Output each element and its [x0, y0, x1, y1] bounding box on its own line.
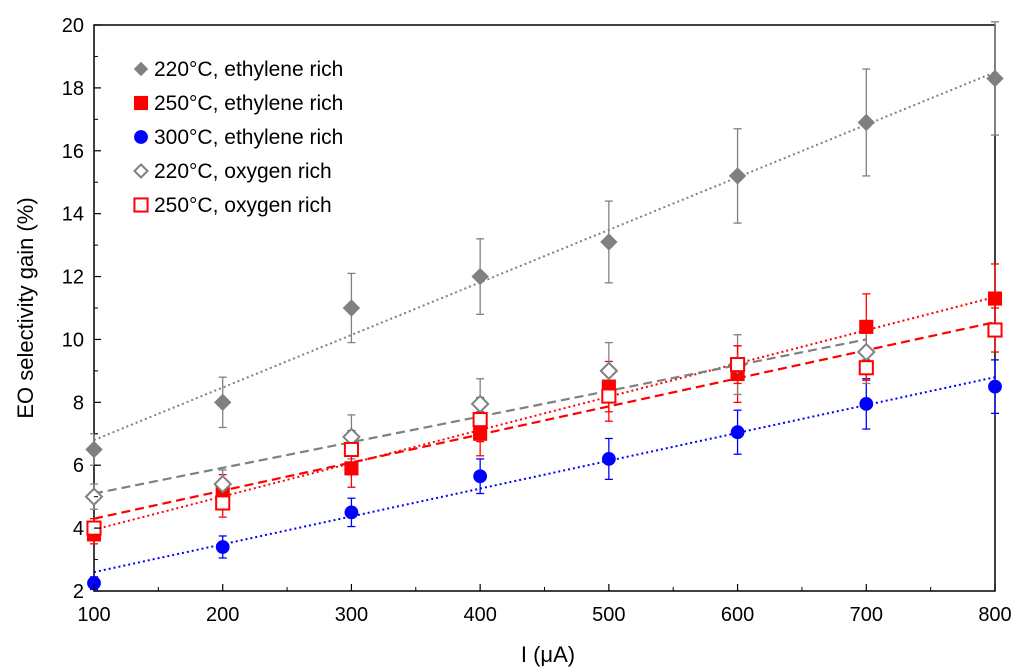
data-point [987, 322, 1003, 338]
data-point [730, 425, 745, 440]
data-point [601, 388, 617, 404]
x-tick-label: 800 [978, 604, 1011, 626]
y-axis-title: EO selectivity gain (%) [13, 197, 38, 418]
y-tick-label: 8 [73, 392, 84, 414]
x-tick-label: 300 [335, 604, 368, 626]
legend-label: 220°C, ethylene rich [154, 58, 343, 81]
data-point [730, 357, 746, 373]
trendline [93, 71, 996, 441]
legend-marker [133, 197, 149, 213]
x-axis-ticks: 100 200 300 400 500 600 700 800 [77, 584, 1012, 626]
x-tick-label: 500 [592, 604, 625, 626]
data-point [858, 360, 874, 376]
y-tick-label: 2 [73, 581, 84, 603]
data-point [857, 113, 875, 132]
legend-marker [133, 61, 149, 77]
x-axis-title: I (μA) [521, 642, 575, 667]
data-point [600, 233, 618, 251]
data-point [988, 379, 1002, 394]
y-tick-label: 14 [62, 204, 84, 226]
legend-marker [133, 163, 149, 179]
data-markers [84, 69, 1004, 591]
data-point [472, 412, 488, 428]
x-tick-label: 600 [721, 604, 754, 626]
y-tick-label: 12 [62, 267, 84, 289]
data-point [213, 474, 233, 494]
legend-label: 250°C, ethylene rich [154, 92, 343, 115]
y-tick-label: 16 [62, 141, 84, 163]
data-point [471, 267, 489, 286]
y-tick-label: 10 [62, 329, 84, 351]
data-point [344, 461, 359, 476]
data-point [601, 452, 616, 466]
legend-label: 250°C, oxygen rich [154, 194, 332, 217]
x-tick-label: 400 [463, 604, 496, 626]
data-point [987, 291, 1003, 306]
trendline [93, 376, 996, 574]
data-point [215, 495, 231, 511]
legend-label: 300°C, ethylene rich [154, 126, 343, 149]
y-tick-label: 20 [62, 15, 84, 37]
x-tick-label: 700 [850, 604, 883, 626]
data-point [343, 441, 359, 458]
y-tick-label: 18 [62, 78, 84, 100]
y-tick-label: 6 [73, 455, 84, 477]
data-point [344, 505, 359, 520]
data-point [599, 361, 619, 381]
data-point [986, 69, 1004, 88]
data-point [470, 394, 490, 414]
trendline [93, 296, 996, 531]
legend: 220°C, ethylene rich 250°C, ethylene rich… [133, 58, 343, 217]
data-point [342, 299, 361, 317]
data-point [473, 469, 488, 484]
data-point [859, 319, 874, 334]
data-point [85, 440, 103, 459]
data-point [856, 342, 876, 362]
y-axis-ticks: 2 4 6 8 10 12 14 16 18 20 [62, 15, 101, 603]
data-point [214, 393, 232, 412]
data-point [859, 397, 874, 411]
x-tick-label: 100 [77, 604, 110, 626]
legend-label: 220°C, oxygen rich [154, 160, 332, 183]
x-tick-label: 200 [206, 604, 239, 626]
data-point [473, 426, 488, 441]
data-point [728, 167, 747, 185]
legend-marker [133, 95, 149, 111]
y-tick-label: 4 [73, 518, 84, 540]
data-point [215, 540, 230, 554]
legend-marker [134, 130, 148, 144]
